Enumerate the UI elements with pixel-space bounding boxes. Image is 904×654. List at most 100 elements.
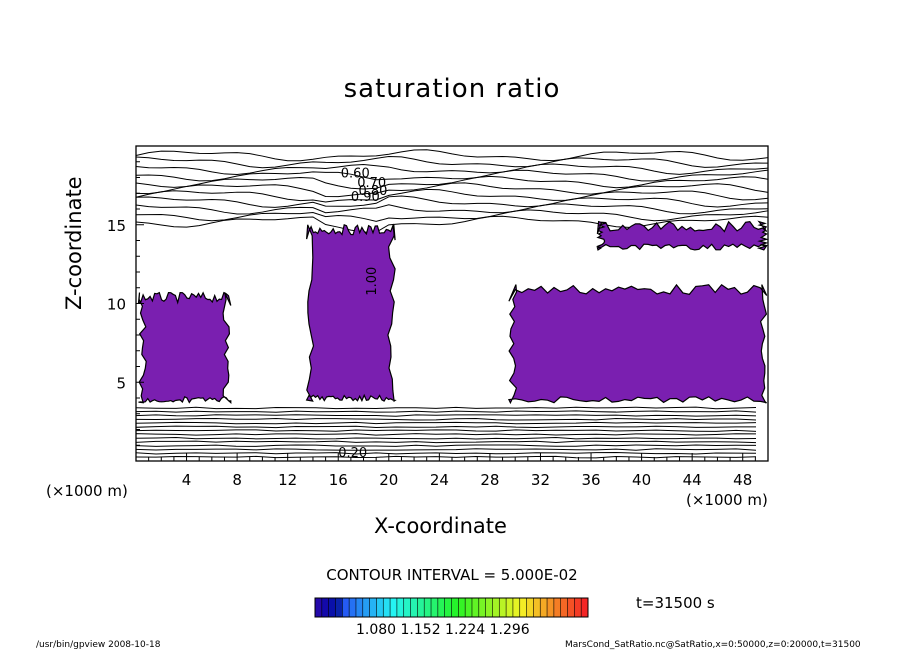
contour-label: 0.20 <box>338 446 367 461</box>
x-tick-label: 28 <box>480 471 499 489</box>
colorbar-swatch <box>540 598 548 617</box>
colorbar-swatch <box>547 598 555 617</box>
footer-program: /usr/bin/gpview 2008-10-18 <box>36 640 161 650</box>
colorbar-swatch <box>335 598 343 617</box>
x-unit-label-left: (×1000 m) <box>46 482 128 500</box>
colorbar <box>314 597 589 618</box>
fill-region-3 <box>507 283 768 405</box>
colorbar-swatch <box>390 598 398 617</box>
contour-label: 0.60 <box>341 167 370 182</box>
contour-line-lower <box>135 452 757 455</box>
colorbar-swatch <box>376 598 384 617</box>
colorbar-swatch <box>342 598 350 617</box>
colorbar-swatch <box>349 598 357 617</box>
fill-region-2 <box>305 223 397 403</box>
colorbar-swatch <box>553 598 562 617</box>
contour-line-lower <box>135 444 757 447</box>
colorbar-swatch <box>355 598 364 617</box>
colorbar-frame <box>314 597 589 618</box>
x-unit-label-right: (×1000 m) <box>686 491 768 509</box>
colorbar-swatch <box>533 598 541 617</box>
contour-line-upper <box>135 163 769 175</box>
colorbar-swatch <box>369 598 377 617</box>
contour-line-upper <box>135 175 769 190</box>
x-tick-label: 36 <box>581 471 600 489</box>
y-tick-label: 15 <box>107 217 126 235</box>
contour-line-lower <box>135 448 757 451</box>
x-tick-label: 40 <box>632 471 651 489</box>
colorbar-swatch <box>417 598 425 617</box>
colorbar-swatch <box>431 598 439 617</box>
contour-line-lower <box>135 433 757 436</box>
colorbar-swatch <box>321 598 330 617</box>
contour-interval-label: CONTOUR INTERVAL = 5.000E-02 <box>326 566 578 584</box>
contour-line-lower <box>135 429 757 432</box>
contour-line-upper <box>135 215 769 233</box>
contour-line-upper <box>135 182 769 198</box>
contour-line-lower <box>135 417 757 421</box>
colorbar-swatch <box>574 598 582 617</box>
colorbar-swatch <box>458 598 466 617</box>
contour-line-lower <box>135 425 756 429</box>
colorbar-swatch <box>506 598 514 617</box>
contour-line-lower <box>135 410 757 413</box>
contour-label: 0.80 <box>358 184 387 199</box>
fill-region-1 <box>137 291 232 405</box>
x-tick-label: 48 <box>733 471 752 489</box>
colorbar-swatch <box>410 598 418 617</box>
contour-label: 1.00 <box>365 267 380 296</box>
colorbar-swatch <box>478 598 487 617</box>
y-tick-label: 10 <box>107 296 126 314</box>
contour-line-lower <box>135 414 757 417</box>
colorbar-swatch <box>492 598 500 617</box>
colorbar-swatch <box>471 598 480 617</box>
colorbar-swatch <box>396 598 405 617</box>
y-axis-label: Z-coordinate <box>62 176 86 310</box>
contour-label: 0.90 <box>351 190 380 205</box>
colorbar-swatch <box>465 598 473 617</box>
contour-labels: 0.600.700.800.90 1.00 0.20 <box>338 167 387 462</box>
colorbar-swatch <box>328 598 336 617</box>
colorbar-swatch <box>362 598 371 617</box>
contour-line-lower <box>135 440 757 444</box>
contour-line-upper <box>135 155 769 169</box>
x-tick-label: 12 <box>278 471 297 489</box>
colorbar-swatch <box>424 598 432 617</box>
colorbar-swatch <box>444 598 452 617</box>
x-tick-label: 44 <box>683 471 702 489</box>
contour-line-upper <box>135 195 769 208</box>
colorbar-swatch <box>512 598 521 617</box>
colorbar-swatch <box>485 598 493 617</box>
colorbar-swatch <box>437 598 446 617</box>
contour-line-upper <box>135 149 769 162</box>
x-tick-label: 4 <box>182 471 192 489</box>
colorbar-tick-labels: 1.080 1.152 1.224 1.296 <box>356 622 530 638</box>
colorbar-swatch <box>581 598 589 617</box>
contour-line-upper <box>135 169 769 182</box>
contour-lines <box>135 149 769 459</box>
contour-line-lower <box>135 455 757 459</box>
x-tick-label: 32 <box>531 471 550 489</box>
contour-line-lower <box>135 406 757 410</box>
fill-region-4 <box>596 220 769 251</box>
contour-line-lower <box>135 436 757 440</box>
x-axis-label: X-coordinate <box>374 514 507 538</box>
colorbar-swatch <box>519 598 528 617</box>
time-label: t=31500 s <box>636 594 715 612</box>
footer-source: MarsCond_SatRatio.nc@SatRatio,x=0:50000,… <box>565 640 861 650</box>
chart-title: saturation ratio <box>343 74 561 104</box>
contour-line-upper <box>135 203 769 215</box>
colorbar-swatch <box>315 598 323 617</box>
x-tick-label: 16 <box>329 471 348 489</box>
colorbar-swatch <box>451 598 459 617</box>
x-tick-label: 24 <box>430 471 449 489</box>
x-tick-label: 8 <box>232 471 242 489</box>
colorbar-swatch <box>526 598 534 617</box>
x-tick-label: 20 <box>379 471 398 489</box>
x-axis: 4 8 12 16 20 24 28 32 36 40 44 48 <box>148 453 756 489</box>
colorbar-swatch <box>403 598 412 617</box>
contour-label: 0.70 <box>357 176 386 191</box>
y-axis: 5 10 15 <box>107 161 144 446</box>
colorbar-swatch <box>383 598 391 617</box>
